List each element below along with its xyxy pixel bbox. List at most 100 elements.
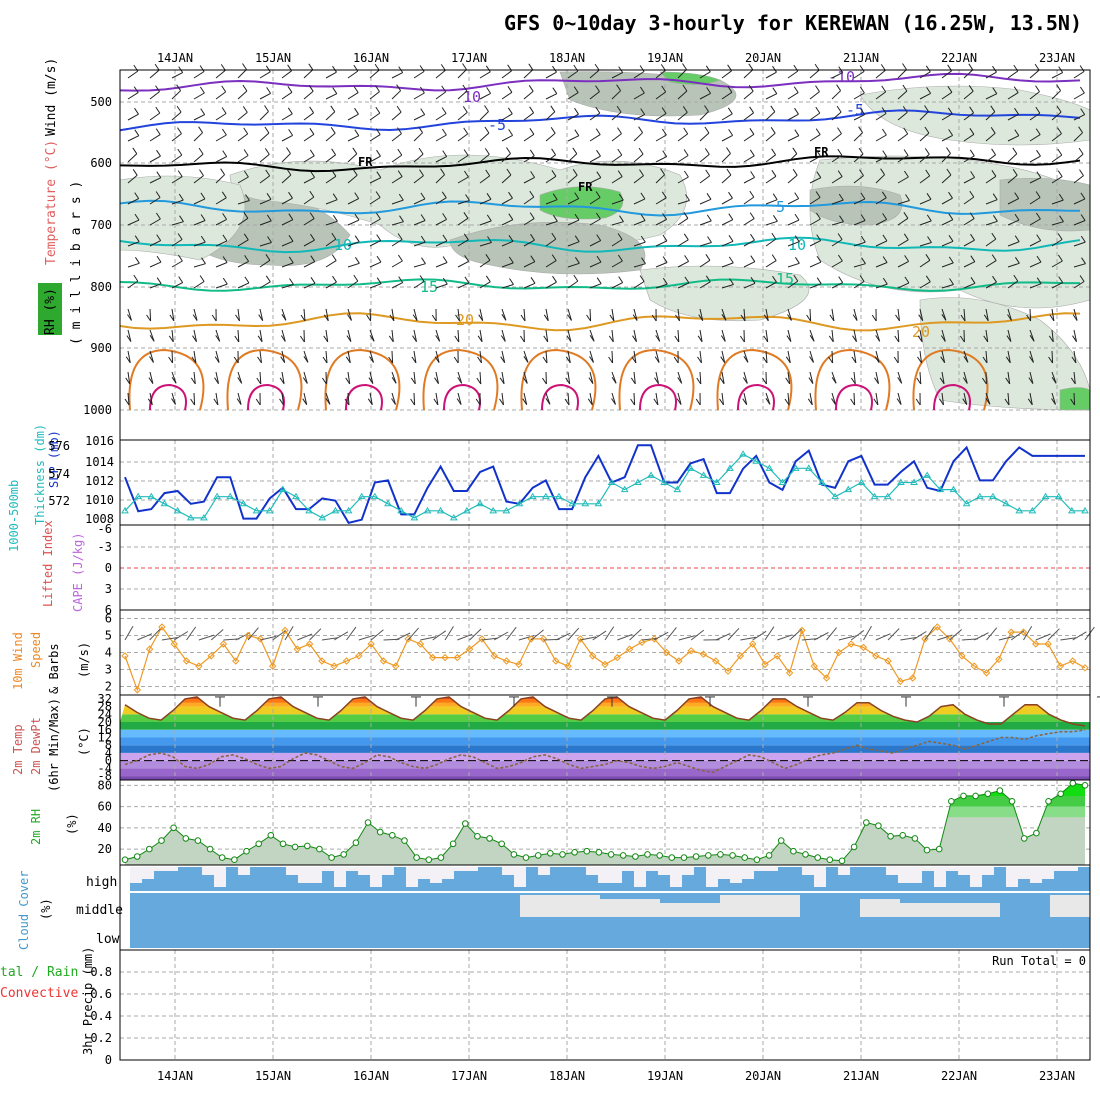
wind-barb [567, 135, 580, 142]
wind-barb-flag [704, 126, 710, 134]
wind-speed-point [576, 635, 585, 643]
wind-barb-flag [859, 86, 865, 94]
wind-barb-flag [948, 129, 954, 136]
wind-barb-flag [134, 192, 140, 199]
wind-barb [259, 329, 263, 342]
wind-barb [435, 392, 439, 405]
wind-barb-flag [662, 150, 668, 157]
wind-barb [611, 282, 623, 289]
wind-speed-point [416, 640, 425, 648]
wind-barb-flag [156, 255, 162, 263]
wind-barb-flag [519, 335, 525, 343]
wind-barb-flag [640, 214, 646, 221]
wind-barb-flag [1035, 212, 1041, 220]
wind-barb-flag [969, 212, 975, 219]
wind-barb-flag [963, 356, 969, 363]
thickness-point [897, 478, 905, 485]
wind-barb-flag [729, 278, 734, 285]
wind-barb [611, 199, 624, 205]
cloud-high-gap [754, 867, 766, 871]
rh-point [522, 854, 530, 861]
wind-barb-flag [485, 65, 491, 73]
slp-label: SLP (mb) [47, 430, 61, 488]
wind-barb-flag [728, 191, 733, 199]
wind-barb [743, 176, 755, 184]
isotherm-25-loop [422, 348, 499, 411]
wind-barb-10m [235, 632, 251, 641]
wind-speed-point [318, 657, 326, 665]
wind-barb-flag [728, 256, 734, 264]
cloud-middle-bar [660, 903, 720, 917]
wind-barb-flag [244, 276, 250, 284]
wind-barb-flag [595, 128, 601, 135]
y-tick-label: 1016 [85, 434, 114, 448]
thickness-point [673, 485, 682, 493]
y-tick-label: 0 [105, 561, 112, 575]
wind-barb [941, 113, 953, 121]
wind-barb-flag [171, 377, 177, 384]
wind-barb [171, 221, 184, 226]
wind-barb-flag [660, 168, 666, 175]
thickness-point [463, 506, 471, 514]
wind-speed-point [121, 652, 129, 660]
rh-point [972, 792, 979, 800]
wind-barb [413, 220, 426, 226]
wind-barb-flag [850, 377, 856, 385]
rh-point [510, 851, 518, 858]
wind-barb-10m [838, 635, 855, 641]
wind-speed-point [1044, 640, 1052, 648]
wind-barb-flag [397, 233, 403, 240]
wind-barb-flag [1007, 314, 1012, 321]
wind-barb [237, 239, 249, 247]
wind-barb [589, 112, 601, 121]
temp-band [120, 753, 1090, 761]
wind-barb [215, 262, 228, 268]
wind-barb-flag [596, 234, 602, 241]
wind-barb [501, 350, 506, 363]
wind-barb [1073, 263, 1086, 268]
wind-barb [127, 198, 139, 205]
wind-barb-flag [545, 398, 551, 405]
wind-barb-flag [463, 127, 469, 135]
wind-barb-flag [242, 106, 248, 113]
wind-barb-flag [345, 356, 351, 364]
bottom-date-label: 18JAN [549, 1069, 585, 1083]
thickness-point [962, 499, 971, 507]
top-date-label: 21JAN [843, 51, 879, 65]
wind-barb [215, 240, 228, 247]
cloud-high-gap [370, 867, 382, 887]
wind-barb-flag [134, 257, 140, 264]
wind-speed-point [219, 640, 228, 648]
wind-barb-flag [280, 335, 286, 342]
wind-speed-point [441, 653, 449, 662]
wind-barb [149, 177, 162, 184]
wind-barb-flag [551, 170, 557, 177]
wind-barb [611, 260, 623, 268]
wind-barb [919, 308, 924, 321]
wind-barb [875, 134, 887, 142]
wind-barb-flag [477, 335, 483, 343]
wind-speed-point [761, 660, 769, 669]
wind-barb-flag [198, 126, 204, 133]
wind-barb [963, 90, 974, 100]
cloud-high-gap [802, 867, 814, 875]
wind-barb-flag [242, 63, 247, 70]
wind-barb [303, 308, 306, 322]
wind-barb [347, 92, 359, 100]
wind-speed-point [699, 650, 708, 658]
wind-barb-flag [171, 398, 176, 405]
wind-barb [1073, 175, 1084, 184]
wind-barb [369, 155, 381, 163]
wind-barb-flag [528, 63, 534, 71]
wind-barb [721, 174, 732, 184]
wind-barb-flag [573, 86, 579, 93]
cloud-high-gap [442, 867, 454, 879]
bottom-date-label: 20JAN [745, 1069, 781, 1083]
wind-barb-flag [905, 194, 910, 201]
wind-barb [1051, 176, 1063, 184]
wind-barb [501, 153, 511, 163]
wind-barb-flag [594, 63, 600, 71]
y-tick-label: 572 [48, 494, 70, 508]
wind-speed-point [478, 635, 486, 643]
wind-speed-point [958, 652, 966, 660]
